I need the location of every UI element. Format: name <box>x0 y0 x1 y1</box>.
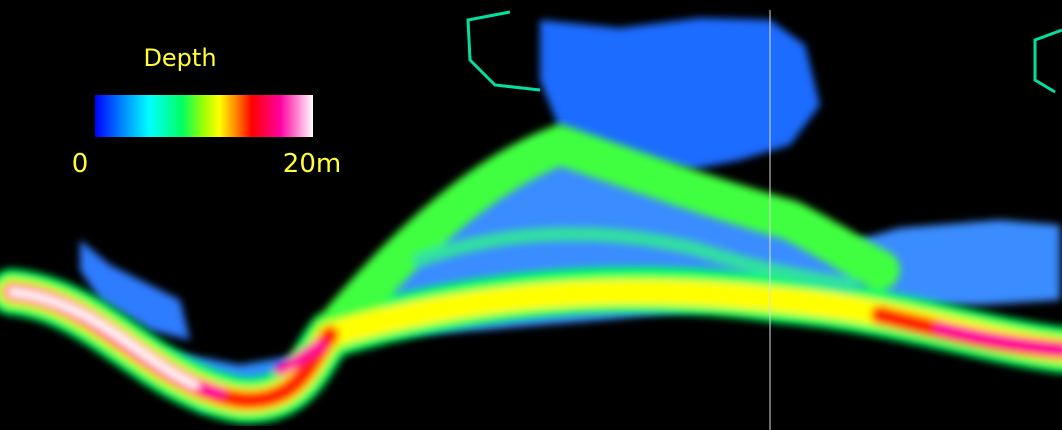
depth-map: Depth 0 20m <box>0 0 1062 430</box>
page: Depth 0 20m (() => { const data = JSON.p… <box>0 0 1062 430</box>
legend-max-label: 20m <box>283 149 341 179</box>
legend-min-label: 0 <box>72 149 89 179</box>
colorbar <box>95 95 313 137</box>
legend-title: Depth <box>143 44 216 72</box>
